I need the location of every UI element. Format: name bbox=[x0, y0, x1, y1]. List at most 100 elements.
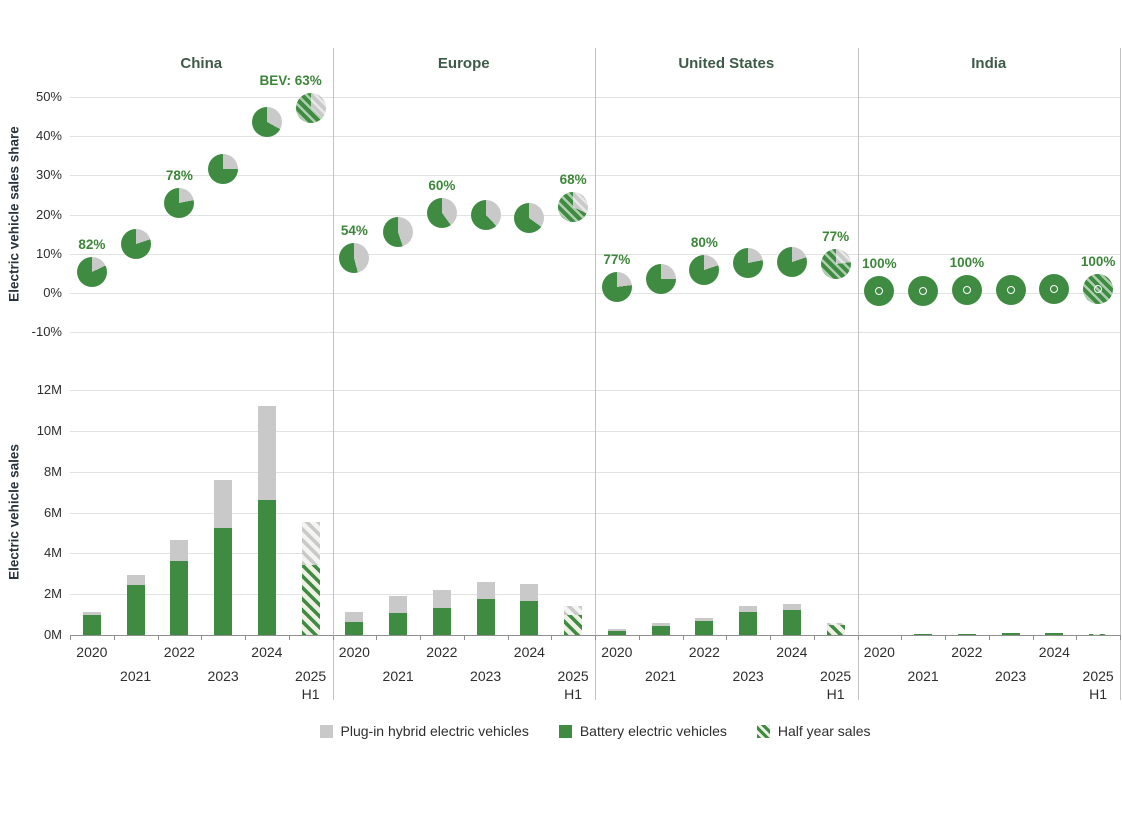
bar-bev bbox=[607, 630, 626, 635]
x-tick-label: 2025 bbox=[1082, 668, 1114, 684]
x-tick-label: 2021 bbox=[645, 668, 677, 684]
x-tick-label: 2024 bbox=[1038, 644, 1070, 660]
pie-annotation: 100% bbox=[862, 255, 897, 271]
pie-annotation: 68% bbox=[559, 171, 587, 187]
region-title: India bbox=[971, 55, 1007, 72]
donut-hole-icon bbox=[1050, 284, 1059, 293]
y-tick-label-share: 0% bbox=[43, 284, 62, 300]
bar-phev bbox=[345, 611, 364, 622]
x-tick-label: 2023 bbox=[207, 668, 239, 684]
donut-hole-icon bbox=[1006, 285, 1015, 294]
x-axis-tick bbox=[507, 635, 509, 640]
y-tick-label-sales: 6M bbox=[43, 504, 62, 520]
y-tick-label-sales: 2M bbox=[43, 586, 62, 602]
pie-annotation: 60% bbox=[428, 177, 456, 193]
x-tick-label: 2025 bbox=[820, 668, 852, 684]
bar-bev bbox=[301, 564, 320, 635]
bar-bev bbox=[695, 620, 714, 635]
legend-label: Half year sales bbox=[777, 723, 871, 739]
x-tick-label: 2021 bbox=[382, 668, 414, 684]
y-tick-label-share: 50% bbox=[35, 89, 62, 104]
x-tick-label: 2024 bbox=[776, 644, 808, 660]
bar-phev bbox=[389, 596, 408, 613]
x-axis-tick bbox=[595, 635, 596, 640]
pie-annotation: 54% bbox=[340, 222, 368, 238]
x-axis-tick bbox=[638, 635, 640, 640]
pie-marker bbox=[1083, 273, 1114, 304]
pie-marker bbox=[208, 154, 239, 185]
bar-bev bbox=[1001, 633, 1020, 635]
pie-marker bbox=[339, 242, 370, 273]
donut-hole-icon bbox=[1094, 284, 1103, 293]
bar-phev bbox=[432, 590, 451, 609]
x-tick-label: 2021 bbox=[907, 668, 939, 684]
y-tick-label-share: 40% bbox=[35, 128, 62, 144]
y-tick-label-sales: 4M bbox=[43, 545, 62, 561]
bar-phev bbox=[170, 540, 189, 562]
x-tick-label: 2024 bbox=[251, 644, 283, 660]
pie-marker bbox=[995, 274, 1026, 305]
pie-marker bbox=[645, 264, 676, 295]
pie-marker bbox=[514, 203, 545, 234]
legend-swatch-hatch-green bbox=[756, 724, 770, 738]
legend-item: Plug-in hybrid electric vehicles bbox=[319, 723, 529, 739]
y-tick-label-sales: 12M bbox=[36, 382, 62, 397]
pie-marker bbox=[251, 107, 282, 138]
x-axis-tick bbox=[332, 635, 334, 640]
region-separator bbox=[332, 48, 334, 700]
y-tick-label-share: 20% bbox=[35, 206, 62, 222]
bar-bev bbox=[432, 608, 451, 635]
pie-annotation: 78% bbox=[165, 167, 193, 183]
x-axis-tick bbox=[376, 635, 378, 640]
x-tick-label: 2020 bbox=[863, 644, 895, 660]
bar-bev bbox=[126, 584, 145, 635]
x-axis-tick bbox=[70, 635, 71, 640]
x-tick-label: 2023 bbox=[470, 668, 502, 684]
x-tick-label: H1 bbox=[301, 686, 320, 702]
x-axis-tick bbox=[420, 635, 421, 640]
x-axis-tick bbox=[945, 635, 946, 640]
bar-phev bbox=[257, 406, 276, 501]
bar-bev bbox=[520, 601, 539, 635]
bar-phev bbox=[520, 583, 539, 602]
pie-marker bbox=[776, 246, 807, 277]
bar-bev bbox=[82, 614, 101, 635]
x-axis-tick bbox=[813, 635, 815, 640]
bar-phev bbox=[301, 522, 320, 565]
x-axis-tick bbox=[463, 635, 465, 640]
pie-marker bbox=[120, 228, 151, 259]
pie-marker bbox=[383, 217, 414, 248]
pie-marker bbox=[689, 255, 720, 286]
bar-phev bbox=[695, 618, 714, 621]
x-tick-label: H1 bbox=[826, 686, 845, 702]
bar-bev bbox=[564, 614, 583, 635]
legend-swatch-gray bbox=[319, 724, 333, 738]
bar-bev bbox=[1045, 632, 1064, 635]
x-tick-label: 2023 bbox=[995, 668, 1027, 684]
region-separator bbox=[857, 48, 859, 700]
legend-label: Battery electric vehicles bbox=[579, 723, 727, 739]
pie-marker bbox=[733, 248, 764, 279]
bar-phev bbox=[82, 611, 101, 615]
region-separator bbox=[1120, 48, 1121, 700]
bar-phev bbox=[782, 604, 801, 611]
x-axis-tick bbox=[682, 635, 684, 640]
pie-marker bbox=[1039, 273, 1070, 304]
x-tick-label: H1 bbox=[1089, 686, 1108, 702]
pie-marker bbox=[864, 275, 895, 306]
bar-bev bbox=[826, 624, 845, 635]
x-tick-label: H1 bbox=[564, 686, 583, 702]
x-axis-tick bbox=[201, 635, 203, 640]
pie-annotation: 100% bbox=[949, 254, 985, 270]
y-tick-label-sales: 0M bbox=[43, 627, 62, 642]
x-tick-label: 2020 bbox=[601, 644, 633, 660]
bar-phev bbox=[126, 574, 145, 585]
x-tick-label: 2020 bbox=[76, 644, 108, 660]
x-axis-tick bbox=[857, 635, 859, 640]
pie-marker bbox=[164, 187, 195, 218]
y-tick-label-share: 10% bbox=[35, 245, 62, 261]
pie-marker bbox=[558, 191, 589, 222]
x-axis-tick bbox=[551, 635, 553, 640]
legend-label: Plug-in hybrid electric vehicles bbox=[340, 723, 529, 739]
region-separator bbox=[595, 48, 596, 700]
